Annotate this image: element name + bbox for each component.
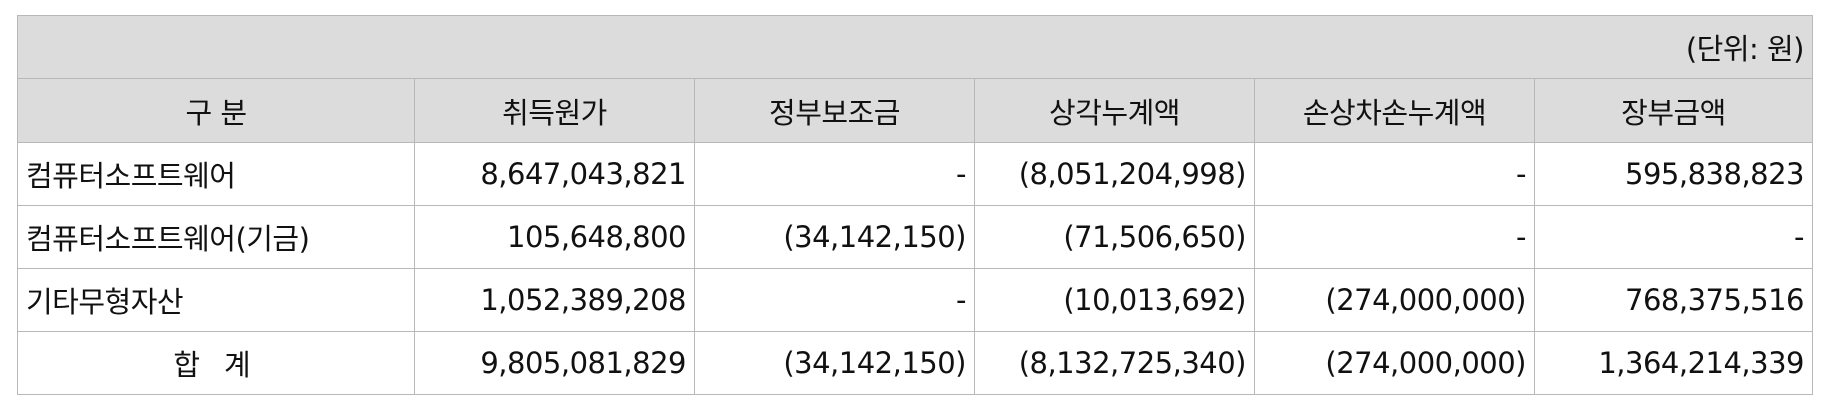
row-label: 컴퓨터소프트웨어(기금) <box>17 205 415 269</box>
intangible-assets-table-container: (단위: 원) 구 분 취득원가 정부보조금 상각누계액 손상차손누계액 장부금… <box>16 15 1814 395</box>
total-accumulated-impairment: (274,000,000) <box>1254 331 1535 395</box>
cell-accumulated-impairment: - <box>1254 142 1535 206</box>
total-acquisition-cost: 9,805,081,829 <box>414 331 695 395</box>
cell-accumulated-impairment: - <box>1254 205 1535 269</box>
cell-government-grant: (34,142,150) <box>694 205 975 269</box>
cell-acquisition-cost: 105,648,800 <box>414 205 695 269</box>
cell-accumulated-amortization: (8,051,204,998) <box>974 142 1255 206</box>
column-header-accumulated-amortization: 상각누계액 <box>974 78 1255 143</box>
unit-label: (단위: 원) <box>16 15 1814 79</box>
table-row: 기타무형자산 1,052,389,208 - (10,013,692) (274… <box>17 268 1814 332</box>
total-government-grant: (34,142,150) <box>694 331 975 395</box>
row-label: 컴퓨터소프트웨어 <box>17 142 415 206</box>
cell-accumulated-amortization: (71,506,650) <box>974 205 1255 269</box>
column-header-book-value: 장부금액 <box>1533 78 1814 143</box>
table-row: 컴퓨터소프트웨어(기금) 105,648,800 (34,142,150) (7… <box>17 205 1814 269</box>
cell-acquisition-cost: 8,647,043,821 <box>414 142 695 206</box>
cell-acquisition-cost: 1,052,389,208 <box>414 268 695 332</box>
total-row: 합계 9,805,081,829 (34,142,150) (8,132,725… <box>17 331 1814 395</box>
total-accumulated-amortization: (8,132,725,340) <box>974 331 1255 395</box>
cell-book-value: - <box>1533 205 1814 269</box>
intangible-assets-table: (단위: 원) 구 분 취득원가 정부보조금 상각누계액 손상차손누계액 장부금… <box>16 15 1814 395</box>
cell-government-grant: - <box>694 268 975 332</box>
cell-book-value: 768,375,516 <box>1533 268 1814 332</box>
table-row: 컴퓨터소프트웨어 8,647,043,821 - (8,051,204,998)… <box>17 142 1814 206</box>
column-header-acquisition-cost: 취득원가 <box>414 78 695 143</box>
total-label: 합계 <box>17 331 415 395</box>
total-book-value: 1,364,214,339 <box>1533 331 1814 395</box>
column-header-government-grant: 정부보조금 <box>694 78 975 143</box>
row-label: 기타무형자산 <box>17 268 415 332</box>
cell-government-grant: - <box>694 142 975 206</box>
cell-accumulated-amortization: (10,013,692) <box>974 268 1255 332</box>
column-header-category: 구 분 <box>17 78 415 143</box>
column-header-accumulated-impairment: 손상차손누계액 <box>1254 78 1535 143</box>
cell-book-value: 595,838,823 <box>1533 142 1814 206</box>
unit-row: (단위: 원) <box>16 15 1814 79</box>
cell-accumulated-impairment: (274,000,000) <box>1254 268 1535 332</box>
header-row: 구 분 취득원가 정부보조금 상각누계액 손상차손누계액 장부금액 <box>17 78 1814 143</box>
